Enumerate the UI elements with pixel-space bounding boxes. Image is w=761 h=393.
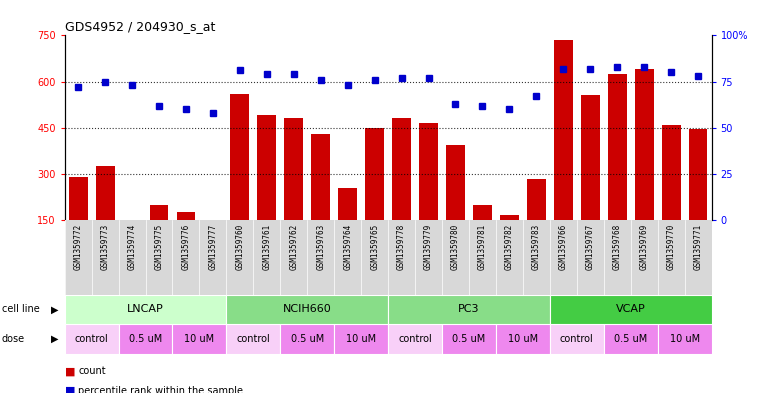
Text: GSM1359766: GSM1359766 — [559, 224, 568, 270]
Text: GSM1359781: GSM1359781 — [478, 224, 487, 270]
Text: ▶: ▶ — [51, 305, 59, 314]
Text: GSM1359774: GSM1359774 — [128, 224, 136, 270]
Bar — [311, 134, 330, 220]
Text: 0.5 uM: 0.5 uM — [129, 334, 162, 344]
Text: GSM1359773: GSM1359773 — [100, 224, 110, 270]
Text: control: control — [560, 334, 594, 344]
Bar — [635, 69, 654, 220]
Text: GSM1359762: GSM1359762 — [289, 224, 298, 270]
Bar — [365, 129, 384, 220]
Bar — [203, 220, 222, 221]
Text: GSM1359763: GSM1359763 — [317, 224, 325, 270]
Bar — [446, 145, 465, 220]
Bar — [500, 215, 519, 220]
Text: GSM1359782: GSM1359782 — [505, 224, 514, 270]
Text: control: control — [398, 334, 432, 344]
Text: ■: ■ — [65, 366, 75, 376]
Text: LNCAP: LNCAP — [127, 305, 164, 314]
Bar — [96, 166, 115, 220]
Text: GSM1359771: GSM1359771 — [693, 224, 702, 270]
Text: 0.5 uM: 0.5 uM — [614, 334, 648, 344]
Text: cell line: cell line — [2, 305, 40, 314]
Bar — [338, 188, 357, 220]
Text: ■: ■ — [65, 386, 75, 393]
Text: NCIH660: NCIH660 — [283, 305, 332, 314]
Text: GSM1359778: GSM1359778 — [397, 224, 406, 270]
Text: count: count — [78, 366, 106, 376]
Text: 10 uM: 10 uM — [670, 334, 699, 344]
Text: GSM1359783: GSM1359783 — [532, 224, 541, 270]
Bar — [496, 324, 550, 354]
Text: GSM1359765: GSM1359765 — [370, 224, 379, 270]
Text: GSM1359777: GSM1359777 — [209, 224, 218, 270]
Text: control: control — [75, 334, 109, 344]
Text: GSM1359769: GSM1359769 — [640, 224, 648, 270]
Text: GSM1359761: GSM1359761 — [263, 224, 272, 270]
Bar — [419, 123, 438, 220]
Text: GSM1359776: GSM1359776 — [181, 224, 190, 270]
Text: GSM1359772: GSM1359772 — [74, 224, 83, 270]
Text: GSM1359770: GSM1359770 — [667, 224, 676, 270]
Text: 10 uM: 10 uM — [184, 334, 215, 344]
Bar — [550, 295, 712, 324]
Text: PC3: PC3 — [458, 305, 479, 314]
Text: 0.5 uM: 0.5 uM — [452, 334, 486, 344]
Bar — [173, 324, 227, 354]
Bar — [123, 220, 142, 235]
Bar — [658, 324, 712, 354]
Bar — [554, 40, 573, 220]
Text: percentile rank within the sample: percentile rank within the sample — [78, 386, 244, 393]
Bar — [65, 324, 119, 354]
Bar — [227, 324, 280, 354]
Text: dose: dose — [2, 334, 24, 344]
Bar — [603, 324, 658, 354]
Bar — [177, 212, 196, 220]
Bar — [388, 324, 442, 354]
Bar — [65, 295, 227, 324]
Text: control: control — [237, 334, 270, 344]
Bar — [280, 324, 334, 354]
Bar — [689, 129, 708, 220]
Bar — [227, 295, 388, 324]
Bar — [581, 95, 600, 220]
Bar — [388, 295, 550, 324]
Text: ▶: ▶ — [51, 334, 59, 344]
Text: GSM1359779: GSM1359779 — [424, 224, 433, 270]
Bar — [392, 118, 411, 220]
Bar — [473, 205, 492, 220]
Text: 0.5 uM: 0.5 uM — [291, 334, 324, 344]
Bar — [442, 324, 496, 354]
Bar — [68, 177, 88, 220]
Text: 10 uM: 10 uM — [508, 334, 538, 344]
Bar — [257, 116, 276, 220]
Bar — [119, 324, 173, 354]
Text: GSM1359767: GSM1359767 — [586, 224, 595, 270]
Text: GSM1359760: GSM1359760 — [235, 224, 244, 270]
Bar — [334, 324, 388, 354]
Bar — [231, 94, 250, 220]
Text: GSM1359768: GSM1359768 — [613, 224, 622, 270]
Text: GSM1359775: GSM1359775 — [154, 224, 164, 270]
Text: 10 uM: 10 uM — [346, 334, 376, 344]
Bar — [527, 178, 546, 220]
Text: GSM1359764: GSM1359764 — [343, 224, 352, 270]
Bar — [150, 205, 168, 220]
Bar — [608, 74, 626, 220]
Bar — [661, 125, 680, 220]
Bar — [285, 118, 303, 220]
Text: GSM1359780: GSM1359780 — [451, 224, 460, 270]
Text: VCAP: VCAP — [616, 305, 645, 314]
Bar — [550, 324, 603, 354]
Text: GDS4952 / 204930_s_at: GDS4952 / 204930_s_at — [65, 20, 215, 33]
